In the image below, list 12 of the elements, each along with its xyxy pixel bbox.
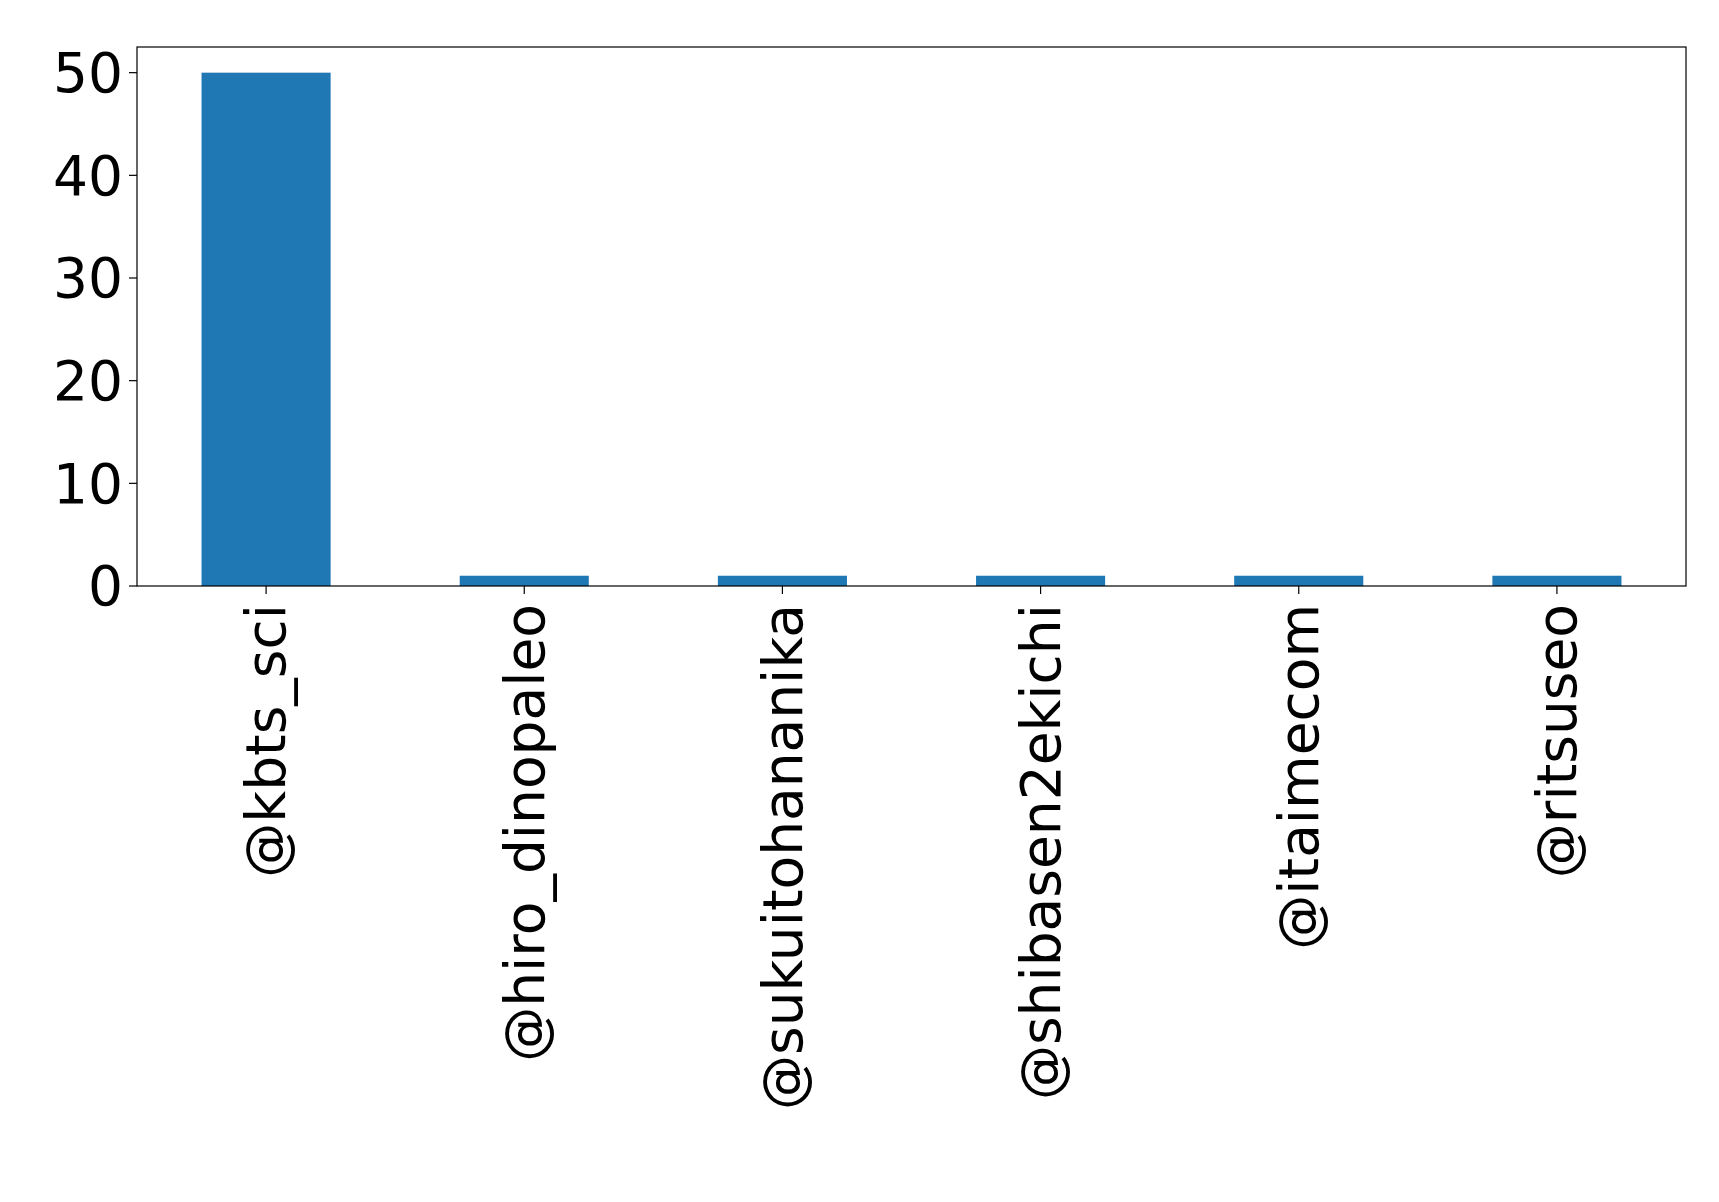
y-tick-label: 10 (53, 451, 123, 516)
y-tick-label: 20 (53, 348, 123, 413)
x-tick-label: @sukuitohananika (750, 604, 815, 1110)
y-tick-label: 0 (88, 554, 123, 619)
y-tick-label: 40 (53, 143, 123, 208)
y-tick-label: 50 (53, 40, 123, 105)
x-tick-label: @shibasen2ekichi (1008, 604, 1073, 1101)
y-tick-label: 30 (53, 246, 123, 311)
x-tick-label: @hiro_dinopaleo (492, 604, 557, 1062)
x-tick-label: @kbts_sci (234, 604, 299, 878)
x-tick-label: @ritsuseo (1525, 604, 1590, 879)
x-tick-label: @itaimecom (1267, 604, 1331, 950)
